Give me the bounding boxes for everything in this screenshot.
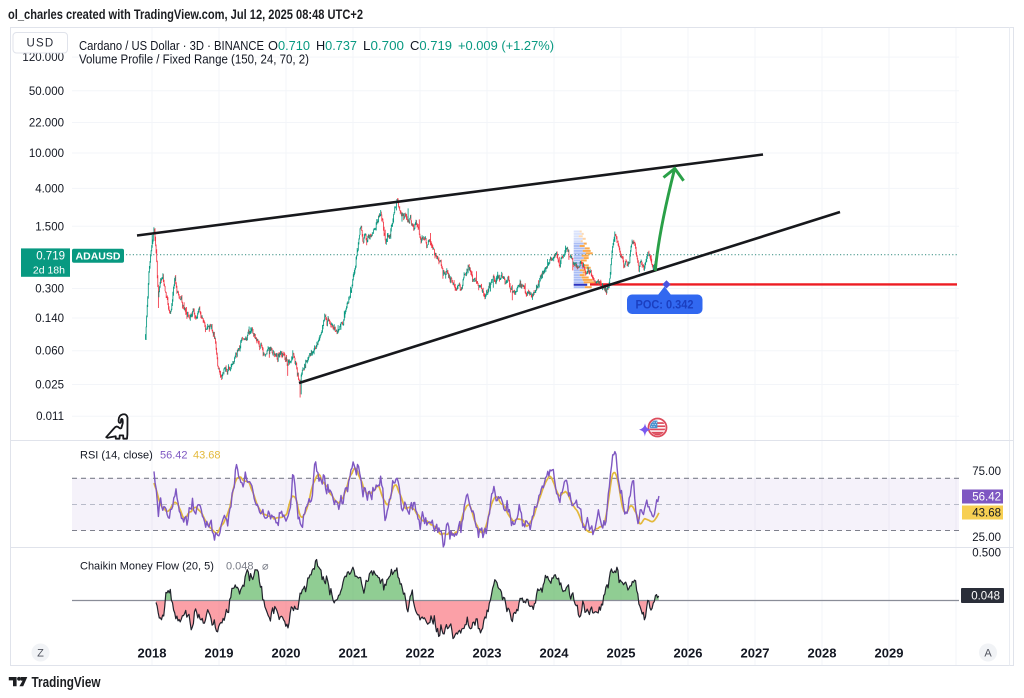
svg-text:75.00: 75.00	[972, 466, 1001, 478]
svg-text:43.68: 43.68	[193, 450, 221, 462]
svg-text:ADAUSD: ADAUSD	[76, 250, 121, 262]
svg-text:2023: 2023	[473, 646, 502, 661]
svg-text:L0.700: L0.700	[363, 38, 404, 53]
svg-text:0.025: 0.025	[35, 380, 64, 392]
svg-text:43.68: 43.68	[972, 508, 1001, 520]
svg-text:56.42: 56.42	[972, 492, 1001, 504]
svg-text:2025: 2025	[607, 646, 636, 661]
svg-text:0.011: 0.011	[36, 411, 64, 423]
svg-text:H0.737: H0.737	[316, 38, 357, 53]
svg-text:0.140: 0.140	[35, 313, 64, 325]
svg-text:2022: 2022	[406, 646, 435, 661]
svg-text:120.000: 120.000	[22, 52, 64, 64]
svg-text:⌀: ⌀	[262, 561, 269, 573]
svg-text:C0.719: C0.719	[410, 38, 452, 53]
svg-text:56.42: 56.42	[160, 450, 188, 462]
svg-text:+0.009 (+1.27%): +0.009 (+1.27%)	[458, 38, 554, 53]
svg-text:2026: 2026	[674, 646, 703, 661]
svg-text:22.000: 22.000	[29, 118, 64, 130]
svg-text:0.300: 0.300	[35, 284, 64, 296]
svg-text:Z: Z	[37, 648, 44, 660]
svg-text:50.000: 50.000	[29, 86, 64, 98]
svg-text:0.500: 0.500	[972, 548, 1001, 560]
svg-text:TradingView: TradingView	[32, 674, 101, 691]
svg-text:0.719: 0.719	[36, 251, 65, 263]
svg-text:ol_charles created with Tradin: ol_charles created with TradingView.com,…	[8, 7, 363, 22]
svg-text:2028: 2028	[808, 646, 837, 661]
svg-text:A: A	[984, 648, 992, 660]
svg-text:Chaikin Money Flow (20, 5): Chaikin Money Flow (20, 5)	[80, 561, 214, 573]
svg-text:4.000: 4.000	[35, 183, 64, 195]
svg-text:1.500: 1.500	[35, 221, 64, 233]
svg-text:10.000: 10.000	[29, 148, 64, 160]
svg-text:RSI (14, close): RSI (14, close)	[80, 450, 153, 462]
svg-text:2027: 2027	[741, 646, 770, 661]
svg-text:Volume Profile / Fixed Range (: Volume Profile / Fixed Range (150, 24, 7…	[79, 53, 309, 67]
svg-text:2d 18h: 2d 18h	[33, 265, 65, 277]
svg-text:2029: 2029	[875, 646, 904, 661]
svg-text:25.00: 25.00	[972, 532, 1001, 544]
svg-text:2020: 2020	[272, 646, 301, 661]
svg-text:0.048: 0.048	[971, 591, 1000, 603]
svg-text:O0.710: O0.710	[268, 38, 310, 53]
svg-text:2024: 2024	[540, 646, 570, 661]
svg-text:0.048: 0.048	[226, 561, 254, 573]
svg-text:2019: 2019	[205, 646, 234, 661]
svg-text:USD: USD	[27, 38, 55, 50]
svg-text:0.060: 0.060	[35, 346, 64, 358]
svg-text:POC: 0.342: POC: 0.342	[636, 300, 694, 312]
svg-text:Cardano / US Dollar · 3D · BIN: Cardano / US Dollar · 3D · BINANCE	[79, 38, 264, 53]
svg-text:2018: 2018	[138, 646, 167, 661]
svg-text:2021: 2021	[339, 646, 368, 661]
